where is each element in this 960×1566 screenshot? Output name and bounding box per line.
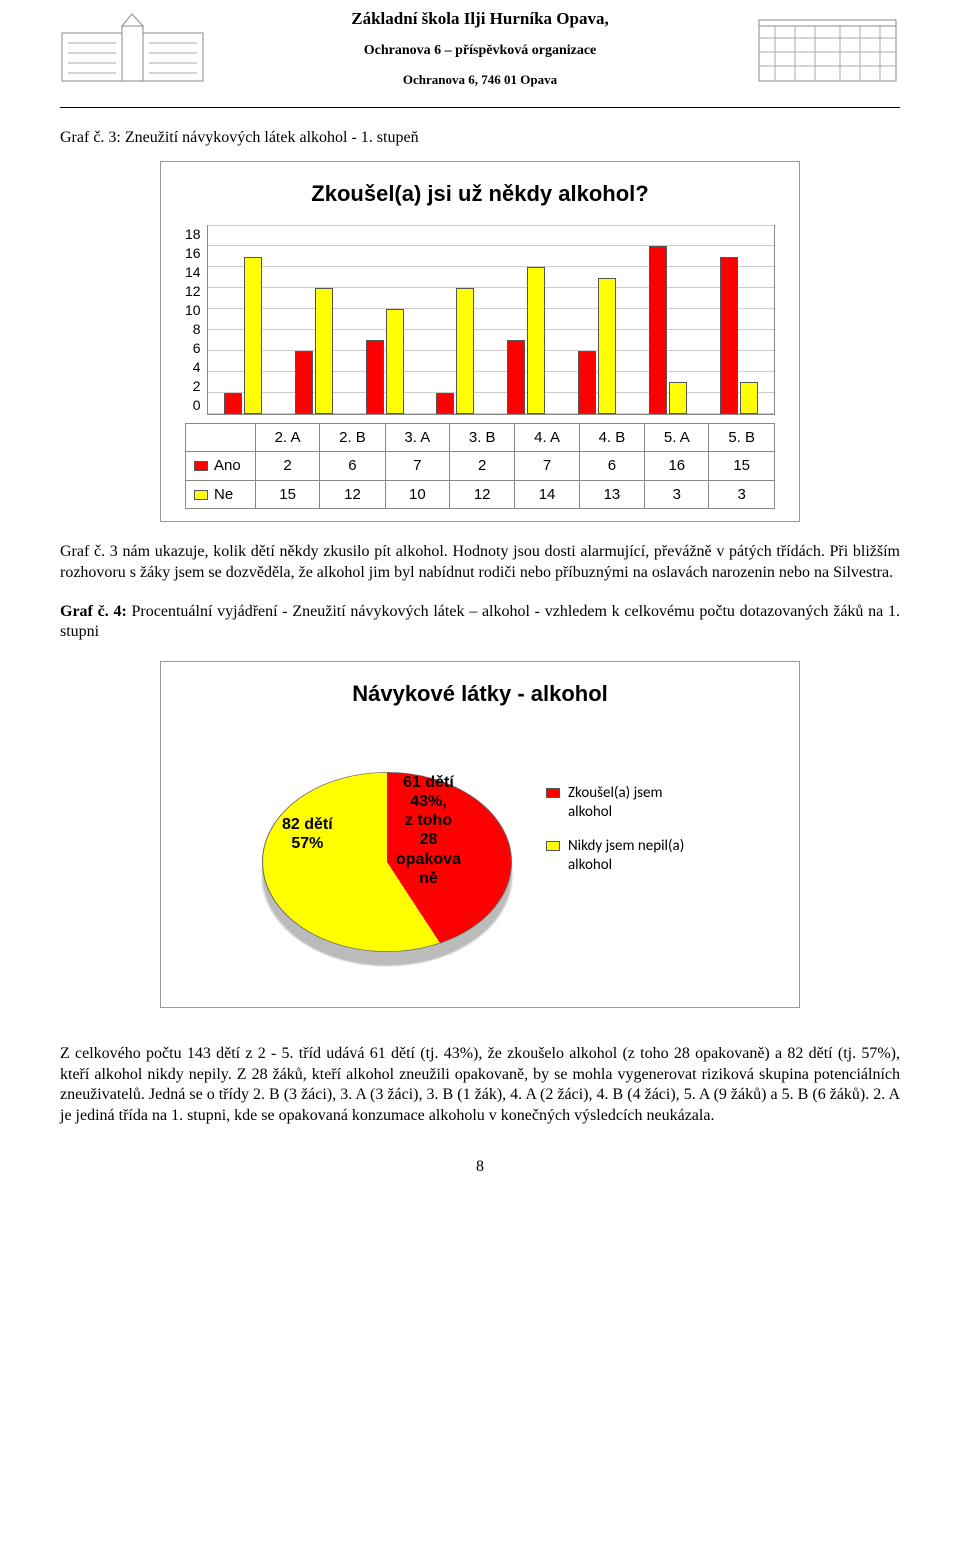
- bar: [315, 288, 333, 413]
- bar: [295, 351, 313, 414]
- bar: [456, 288, 474, 413]
- bar-table-cell: 7: [385, 452, 449, 481]
- y-tick-label: 2: [193, 377, 201, 395]
- bar-group: [349, 226, 420, 414]
- bar: [527, 267, 545, 413]
- pie-legend-item: Zkoušel(a) jsem alkohol: [546, 784, 708, 823]
- bar-chart-frame: Zkoušel(a) jsi už někdy alkohol? 1816141…: [160, 161, 800, 522]
- pie-slice-label-yellow: 82 dětí57%: [282, 815, 333, 853]
- bar: [578, 351, 596, 414]
- bar-table-cell: 7: [515, 452, 579, 481]
- bar-table-cell: 15: [709, 452, 775, 481]
- pie-slice-label-red: 61 dětí43%,z toho28opakovaně: [396, 773, 461, 888]
- chart4-caption-prefix: Graf č. 4:: [60, 603, 127, 620]
- bar-table-col-header: 4. A: [515, 423, 579, 452]
- bar-group: [208, 226, 279, 414]
- bar-group: [562, 226, 633, 414]
- bar: [740, 382, 758, 413]
- page-number: 8: [60, 1157, 900, 1178]
- chart4-caption: Graf č. 4: Procentuální vyjádření - Zneu…: [60, 602, 900, 644]
- bar-chart-plot: [207, 225, 775, 415]
- bar: [669, 382, 687, 413]
- bar-group: [278, 226, 349, 414]
- bar: [720, 257, 738, 414]
- school-name: Základní škola Ilji Hurníka Opava,: [205, 8, 755, 30]
- bar-table-cell: 10: [385, 480, 449, 509]
- legend-series-name: Ano: [214, 457, 241, 474]
- page-header: Základní škola Ilji Hurníka Opava, Ochra…: [60, 0, 900, 108]
- y-tick-label: 14: [185, 263, 201, 281]
- legend-swatch: [194, 461, 208, 471]
- bar: [366, 340, 384, 413]
- bar-table-cell: 6: [579, 452, 645, 481]
- bar-table-cell: 3: [709, 480, 775, 509]
- school-building-right-icon: [755, 8, 900, 83]
- bar-table-col-header: 3. A: [385, 423, 449, 452]
- y-tick-label: 16: [185, 244, 201, 262]
- bar-table-cell: 15: [256, 480, 320, 509]
- bar: [436, 393, 454, 414]
- legend-swatch: [546, 788, 560, 798]
- y-tick-label: 8: [193, 320, 201, 338]
- y-tick-label: 6: [193, 339, 201, 357]
- bar-table-cell: 6: [320, 452, 386, 481]
- paragraph-2: Z celkového počtu 143 dětí z 2 - 5. tříd…: [60, 1044, 900, 1127]
- bar-table-col-header: 3. B: [449, 423, 515, 452]
- bar-group: [632, 226, 703, 414]
- bar-chart-data-table: 2. A2. B3. A3. B4. A4. B5. A5. B Ano2672…: [185, 423, 775, 510]
- paragraph-1: Graf č. 3 nám ukazuje, kolik dětí někdy …: [60, 542, 900, 584]
- bar: [598, 278, 616, 414]
- pie-chart-title: Návykové látky - alkohol: [185, 680, 775, 709]
- legend-swatch: [194, 490, 208, 500]
- bar-table-col-header: 4. B: [579, 423, 645, 452]
- pie-chart-frame: Návykové látky - alkohol 82 dětí57% 61 d…: [160, 661, 800, 1008]
- bar-group: [703, 226, 774, 414]
- y-tick-label: 10: [185, 301, 201, 319]
- bar-table-cell: 2: [449, 452, 515, 481]
- bar-chart-title: Zkoušel(a) jsi už někdy alkohol?: [185, 180, 775, 209]
- legend-swatch: [546, 841, 560, 851]
- pie-chart-legend: Zkoušel(a) jsem alkohol Nikdy jsem nepil(…: [546, 784, 708, 890]
- legend-series-name: Ne: [214, 486, 233, 503]
- bar-table-col-header: 2. A: [256, 423, 320, 452]
- pie-legend-text: Nikdy jsem nepil(a) alkohol: [568, 837, 708, 876]
- header-title-block: Základní škola Ilji Hurníka Opava, Ochra…: [205, 8, 755, 89]
- bar-table-col-header: 5. B: [709, 423, 775, 452]
- bar-table-cell: 2: [256, 452, 320, 481]
- pie-legend-text: Zkoušel(a) jsem alkohol: [568, 784, 708, 823]
- bar-table-cell: 12: [320, 480, 386, 509]
- y-tick-label: 4: [193, 358, 201, 376]
- bar-table-cell: 3: [645, 480, 709, 509]
- bar-table-col-header: 5. A: [645, 423, 709, 452]
- bar: [386, 309, 404, 413]
- bar-chart-y-axis: 181614121086420: [185, 225, 207, 415]
- bar-table-cell: 14: [515, 480, 579, 509]
- bar: [244, 257, 262, 414]
- y-tick-label: 12: [185, 282, 201, 300]
- bar-table-col-header: 2. B: [320, 423, 386, 452]
- bar-table-cell: 13: [579, 480, 645, 509]
- pie-legend-item: Nikdy jsem nepil(a) alkohol: [546, 837, 708, 876]
- bar-table-cell: 12: [449, 480, 515, 509]
- bar-group: [491, 226, 562, 414]
- y-tick-label: 18: [185, 225, 201, 243]
- school-subtitle: Ochranova 6 – příspěvková organizace: [205, 42, 755, 60]
- bar: [649, 246, 667, 413]
- bar: [224, 393, 242, 414]
- chart4-caption-rest: Procentuální vyjádření - Zneužití návyko…: [60, 603, 900, 641]
- school-building-left-icon: [60, 8, 205, 83]
- school-address: Ochranova 6, 746 01 Opava: [205, 72, 755, 89]
- y-tick-label: 0: [193, 396, 201, 414]
- pie-chart-plot: 82 dětí57% 61 dětí43%,z toho28opakovaně: [252, 737, 522, 937]
- bar-group: [420, 226, 491, 414]
- chart3-caption: Graf č. 3: Zneužití návykových látek alk…: [60, 128, 900, 149]
- bar-table-cell: 16: [645, 452, 709, 481]
- bar: [507, 340, 525, 413]
